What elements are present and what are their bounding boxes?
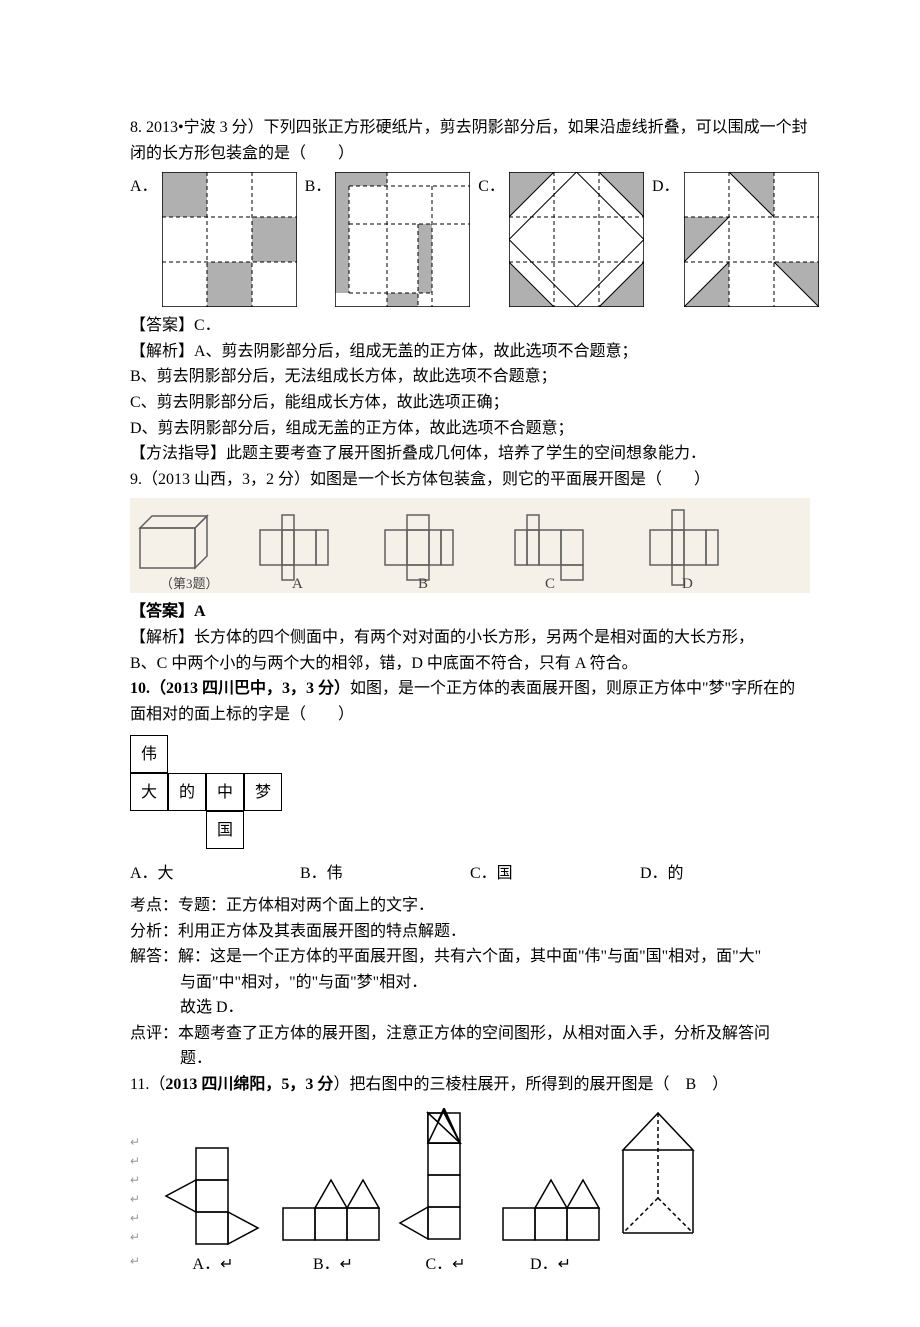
q10-solve3: 故选 D． xyxy=(130,995,810,1021)
q8-option-d: D． xyxy=(652,172,819,307)
q9-explain1: 【解析】长方体的四个侧面中，有两个对对面的小长方形，另两个是相对面的大长方形， xyxy=(130,625,810,651)
q9-label-fig: （第3题） xyxy=(160,576,219,591)
q10-cell-zhong: 中 xyxy=(206,773,244,811)
q8-figure-c xyxy=(509,172,644,307)
q10-comment1: 点评：本题考查了正方体的展开图，注意正方体的空间图形，从相对面入手，分析及解答问 xyxy=(130,1021,810,1047)
q10-cell-wei: 伟 xyxy=(130,735,168,773)
q8-method: 【方法指导】此题主要考查了展开图折叠成几何体，培养了学生的空间想象能力． xyxy=(130,441,810,467)
q8-explain-a: 【解析】A、剪去阴影部分后，组成无盖的正方体，故此选项不合题意； xyxy=(130,339,810,365)
q10-solve1: 解答：解：这是一个正方体的平面展开图，共有六个面，其中面"伟"与面"国"相对，面… xyxy=(130,944,810,970)
q8-answer: 【答案】C． xyxy=(130,313,810,339)
q10-cell-de: 的 xyxy=(168,773,206,811)
q10-opt-d: D．的 xyxy=(640,861,810,887)
q10-text: 10.（2013 四川巴中，3，3 分）如图，是一个正方体的表面展开图，则原正方… xyxy=(130,676,810,727)
q11-label-b: B．↵ xyxy=(268,1252,398,1278)
q11-figure-c xyxy=(398,1108,493,1248)
marker-3: ↵ xyxy=(130,1171,158,1190)
marker-5: ↵ xyxy=(130,1209,158,1228)
q9-explain2: B、C 中两个小的与两个大的相邻，错，D 中底面不符合，只有 A 符合。 xyxy=(130,651,810,677)
marker-2: ↵ xyxy=(130,1152,158,1171)
q8-label-c: C． xyxy=(478,172,505,200)
q8-option-c: C． xyxy=(478,172,644,307)
q9-answer: 【答案】A xyxy=(130,599,810,625)
svg-text:D: D xyxy=(682,576,693,592)
q10-net: 伟 大 的 中 梦 国 xyxy=(130,735,810,849)
q10-analysis: 分析：利用正方体及其表面展开图的特点解题． xyxy=(130,919,810,945)
q11-labels: ↵ A．↵ B．↵ C．↵ D．↵ xyxy=(130,1252,810,1278)
q10-comment2: 题． xyxy=(130,1046,810,1072)
q11-label-a: A．↵ xyxy=(158,1252,268,1278)
q8-explain-c: C、剪去阴影部分后，能组成长方体，故此选项正确； xyxy=(130,390,810,416)
q9-text-content: 9.（2013 山西，3，2 分）如图是一个长方体包装盒，则它的平面展开图是（ … xyxy=(130,471,710,488)
q10-prefix: 10.（2013 四川巴中，3，3 分） xyxy=(130,680,350,697)
q9-text: 9.（2013 山西，3，2 分）如图是一个长方体包装盒，则它的平面展开图是（ … xyxy=(130,467,810,493)
svg-text:A: A xyxy=(292,576,303,592)
q8-label-a: A． xyxy=(130,172,158,200)
q10-solve2: 与面"中"相对，"的"与面"梦"相对． xyxy=(130,970,810,996)
q11-label-d: D．↵ xyxy=(493,1252,608,1278)
q8-option-b: B． xyxy=(305,172,471,307)
q10-opt-c: C．国 xyxy=(470,861,640,887)
q11-rest: ）把右图中的三棱柱展开，所得到的展开图是（ B ） xyxy=(333,1076,728,1093)
svg-text:B: B xyxy=(418,576,428,592)
q8-label-d: D． xyxy=(652,172,680,200)
q8-options: A． B． C． xyxy=(130,172,810,307)
q8-explain-d: D、剪去阴影部分后，组成无盖的正方体，故此选项不合题意； xyxy=(130,416,810,442)
q11-figure-a xyxy=(158,1138,268,1248)
q11-figure-d xyxy=(493,1158,608,1248)
q10-opt-b: B．伟 xyxy=(300,861,470,887)
q9-figure-row: （第3题） A B C xyxy=(130,498,810,593)
q8-explain-b: B、剪去阴影部分后，无法组成长方体，故此选项不合题意； xyxy=(130,364,810,390)
q8-option-a: A． xyxy=(130,172,297,307)
q10-point: 考点：专题：正方体相对两个面上的文字． xyxy=(130,893,810,919)
q10-options: A．大 B．伟 C．国 D．的 xyxy=(130,861,810,887)
q11-label-c: C．↵ xyxy=(398,1252,493,1278)
marker-4: ↵ xyxy=(130,1190,158,1209)
q10-cell-guo: 国 xyxy=(206,811,244,849)
q8-label-b: B． xyxy=(305,172,332,200)
q11-figure-b xyxy=(268,1158,398,1248)
q10-cell-meng: 梦 xyxy=(244,773,282,811)
q8-figure-b xyxy=(335,172,470,307)
q11-bold: 2013 四川绵阳，5，3 分 xyxy=(165,1076,333,1093)
q11-figures: ↵ ↵ ↵ ↵ ↵ ↵ xyxy=(130,1108,810,1248)
q9-figures: （第3题） A B C xyxy=(130,498,810,593)
q10-opt-a: A．大 xyxy=(130,861,300,887)
marker-6: ↵ xyxy=(130,1228,158,1247)
q11-prefix: 11.（ xyxy=(130,1076,165,1093)
q8-figure-d xyxy=(684,172,819,307)
marker-7: ↵ xyxy=(130,1252,158,1278)
q8-text: 8. 2013•宁波 3 分）下列四张正方形硬纸片，剪去阴影部分后，如果沿虚线折… xyxy=(130,115,810,166)
q10-cell-da: 大 xyxy=(130,773,168,811)
marker-1: ↵ xyxy=(130,1133,158,1152)
svg-text:C: C xyxy=(545,576,555,592)
q8-figure-a xyxy=(162,172,297,307)
q11-figure-prism xyxy=(608,1108,708,1248)
q11-text: 11.（2013 四川绵阳，5，3 分）把右图中的三棱柱展开，所得到的展开图是（… xyxy=(130,1072,810,1098)
